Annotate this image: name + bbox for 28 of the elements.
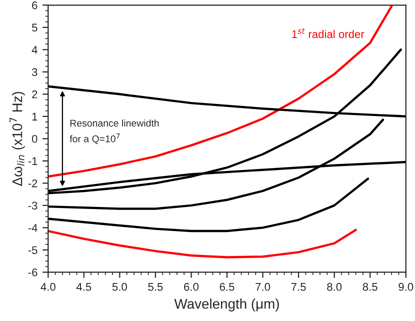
x-tick-label: 8.5 [362, 282, 378, 291]
annotation: Resonance linewidth for a Q=10$^{7}$ [70, 119, 159, 144]
y-tick-label: 2 [32, 90, 38, 98]
x-tick-label: 7.0 [256, 282, 270, 291]
y-axis-title: Δω$_{lin}$ (x10$^{7}$ Hz) [10, 92, 25, 186]
x-tick-label: 9.0 [398, 282, 414, 291]
x-tick-label: 6.5 [220, 282, 234, 291]
y-tick-label: -2 [28, 179, 38, 188]
x-tick-label: 4.0 [40, 282, 56, 291]
x-tick-label: 5.5 [148, 283, 163, 291]
y-tick-label: 1 [32, 112, 38, 120]
y-tick-label: -6 [28, 268, 38, 276]
x-axis-title: Wavelength (μm) [174, 298, 279, 312]
x-tick-label: 6.0 [184, 282, 199, 291]
y-tick-label: 6 [32, 1, 38, 10]
y-tick-label: 3 [32, 68, 38, 76]
y-tick-label: 0 [32, 134, 38, 143]
y-tick-label: -3 [28, 202, 38, 210]
y-tick-label: -5 [28, 246, 38, 254]
y-tick-label: -1 [28, 157, 38, 165]
x-tick-label: 8.0 [327, 282, 342, 291]
series-label: 1$^{st}$ radial order [292, 28, 364, 38]
x-tick-label: 5.0 [112, 282, 127, 291]
x-tick-label: 7.5 [291, 283, 306, 291]
y-tick-label: 5 [32, 24, 38, 32]
y-tick-label: 4 [32, 46, 38, 54]
x-tick-label: 4.5 [76, 283, 92, 291]
y-tick-label: -4 [28, 224, 38, 232]
